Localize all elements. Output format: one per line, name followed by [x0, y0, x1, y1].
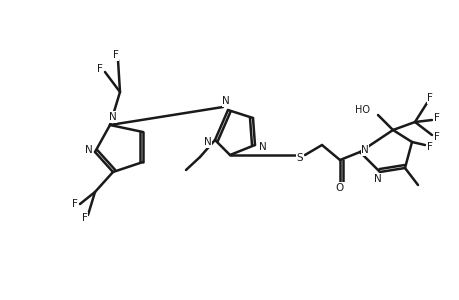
Text: N: N — [258, 142, 266, 152]
Text: F: F — [433, 113, 439, 123]
Text: N: N — [222, 96, 230, 106]
Text: N: N — [85, 145, 93, 155]
Text: O: O — [335, 183, 343, 193]
Text: N: N — [360, 145, 368, 155]
Text: N: N — [204, 137, 212, 147]
Text: F: F — [113, 50, 119, 60]
Text: N: N — [373, 174, 381, 184]
Text: HO: HO — [354, 105, 369, 115]
Text: S: S — [296, 153, 302, 163]
Text: N: N — [109, 112, 117, 122]
Text: F: F — [82, 213, 88, 223]
Text: F: F — [97, 64, 103, 74]
Text: F: F — [72, 199, 78, 209]
Text: F: F — [426, 142, 432, 152]
Text: F: F — [433, 132, 439, 142]
Text: F: F — [426, 93, 432, 103]
